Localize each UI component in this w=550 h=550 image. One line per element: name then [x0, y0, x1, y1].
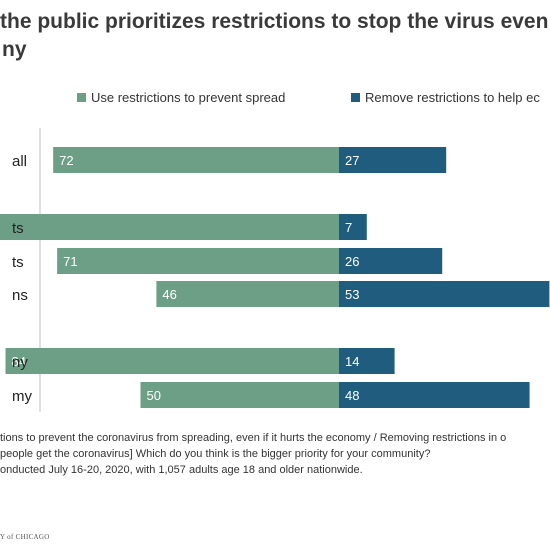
chart-notes: tions to prevent the coronavirus from sp…: [0, 430, 550, 478]
bar-remove-restrictions: [339, 147, 447, 173]
bar-use-restrictions: [5, 348, 340, 374]
category-label: ny: [12, 354, 28, 371]
category-label: ns: [12, 287, 28, 304]
data-label-use-restrictions: 46: [162, 287, 176, 302]
data-label-remove-restrictions: 26: [345, 254, 359, 269]
bar-remove-restrictions: [339, 248, 443, 274]
legend-swatch-use-restrictions: [77, 93, 86, 102]
chart-title-line-2: ny: [2, 38, 27, 61]
data-label-remove-restrictions: 14: [345, 354, 359, 369]
bar-use-restrictions: [140, 382, 339, 408]
university-logo-text: Y of CHICAGO: [0, 533, 50, 541]
note-line-question: tions to prevent the coronavirus from sp…: [0, 432, 507, 444]
legend-item-remove-restrictions: Remove restrictions to help ec: [351, 90, 540, 105]
chart-title-line-1: the public prioritizes restrictions to s…: [0, 10, 550, 33]
bar-use-restrictions: [53, 147, 339, 173]
bar-remove-restrictions: [339, 214, 367, 240]
legend-swatch-remove-restrictions: [351, 93, 360, 102]
category-label: ts: [12, 254, 24, 271]
bar-use-restrictions: [57, 248, 339, 274]
category-label: my: [12, 388, 32, 405]
data-label-use-restrictions: 84: [12, 354, 26, 369]
note-line-question-cont: people get the coronavirus] Which do you…: [0, 448, 431, 460]
chart-legend: Use restrictions to prevent spread Remov…: [0, 90, 550, 110]
data-label-use-restrictions: 71: [63, 254, 77, 269]
bar-use-restrictions: [0, 214, 339, 240]
university-logo: Y of CHICAGO: [0, 533, 50, 541]
bar-remove-restrictions: [339, 281, 550, 307]
bar-remove-restrictions: [339, 348, 395, 374]
note-line-methodology: onducted July 16-20, 2020, with 1,057 ad…: [0, 464, 363, 476]
data-label-remove-restrictions: 27: [345, 153, 359, 168]
category-label: ts: [12, 220, 24, 237]
data-label-use-restrictions: 50: [147, 388, 161, 403]
category-label: all: [12, 153, 27, 170]
data-label-use-restrictions: 72: [59, 153, 73, 168]
diverging-bar-chart: 7227all927ts7126ts4653ns8414ny5048my: [0, 128, 550, 412]
legend-label-remove-restrictions: Remove restrictions to help ec: [365, 90, 540, 105]
data-label-remove-restrictions: 53: [345, 287, 359, 302]
chart-title: the public prioritizes restrictions to s…: [0, 8, 550, 64]
bar-remove-restrictions: [339, 382, 530, 408]
data-label-remove-restrictions: 7: [345, 220, 352, 235]
bar-use-restrictions: [156, 281, 339, 307]
legend-label-use-restrictions: Use restrictions to prevent spread: [91, 90, 286, 105]
legend-item-use-restrictions: Use restrictions to prevent spread: [77, 90, 285, 105]
data-label-remove-restrictions: 48: [345, 388, 359, 403]
